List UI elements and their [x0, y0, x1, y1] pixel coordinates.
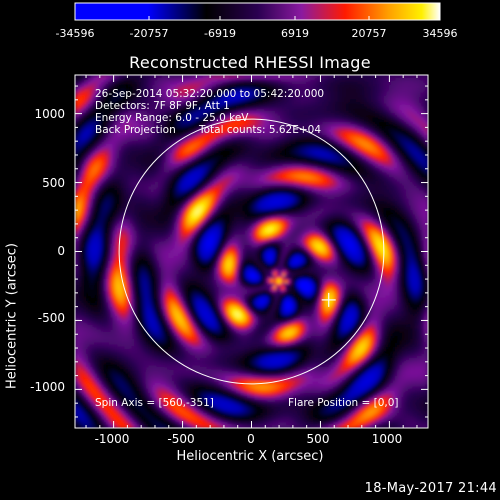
heatmap-plot — [0, 0, 500, 500]
rhessi-image-window: -34596 -20757 -6919 6919 20757 34596 Rec… — [0, 0, 500, 500]
